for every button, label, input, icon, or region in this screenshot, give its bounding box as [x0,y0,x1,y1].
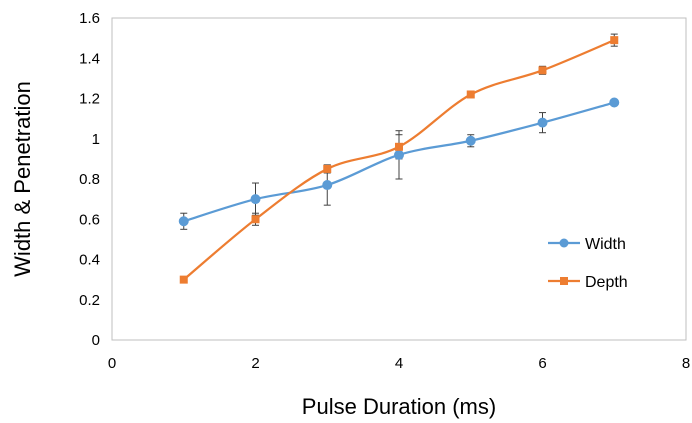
y-tick-label: 1 [92,131,100,148]
x-tick-label: 0 [108,355,116,372]
width-point [394,149,404,160]
plot-area [111,17,687,341]
depth-point [179,275,188,284]
depth-legend-label: Depth [585,274,628,291]
width-point [322,180,333,191]
y-tick-label: 1.6 [79,10,100,27]
y-tick-label: 0 [92,332,100,349]
depth-point [610,36,619,45]
depth-point [466,90,475,99]
y-tick-label: 0.2 [79,292,100,309]
width-point [178,216,189,227]
y-tick-label: 1.2 [79,91,100,108]
y-axis-title: Width & Penetration [10,81,35,277]
depth-point [538,66,547,75]
width-legend-marker [559,238,569,248]
width-legend-label: Width [585,236,626,253]
y-tick-label: 0.4 [79,252,100,269]
y-tick-label: 1.4 [79,50,100,67]
width-point [609,97,620,108]
depth-point [251,215,260,224]
x-axis-title: Pulse Duration (ms) [302,394,496,419]
width-point [465,135,476,146]
x-tick-label: 8 [682,355,690,372]
y-tick-label: 0.8 [79,171,100,188]
x-tick-label: 2 [251,355,259,372]
y-tick-label: 0.6 [79,211,100,228]
depth-point [395,142,403,151]
series-markers [178,36,620,284]
x-tick-label: 4 [395,355,403,372]
legend: Width Depth [548,236,628,291]
width-point [250,194,261,205]
x-tick-label: 6 [538,355,546,372]
width-point [537,117,548,128]
depth-legend-marker [560,277,568,285]
x-tick-labels: 0 2 4 6 8 [108,355,690,372]
depth-point [323,164,332,173]
y-tick-labels: 0 0.2 0.4 0.6 0.8 1 1.2 1.4 1.6 [79,10,100,349]
